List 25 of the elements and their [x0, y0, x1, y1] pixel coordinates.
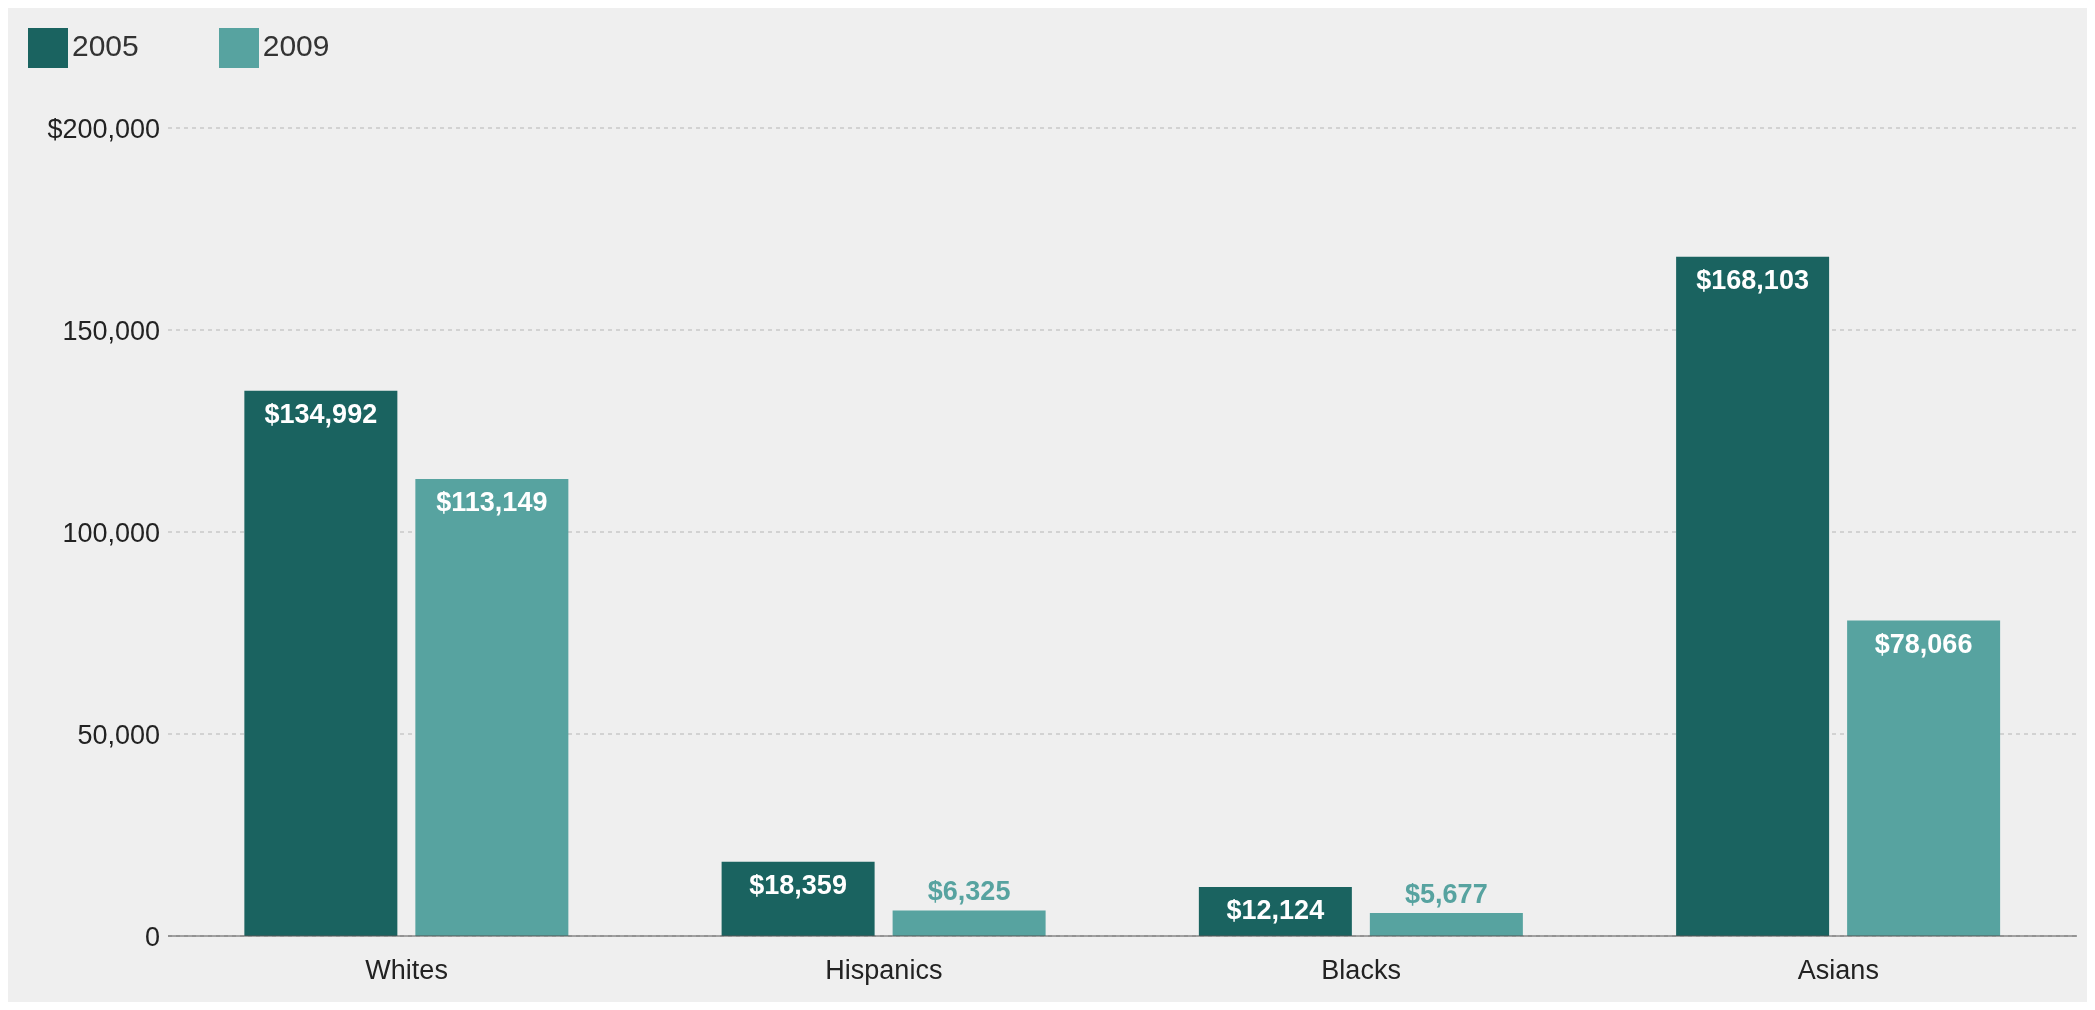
data-label: $113,149	[436, 486, 548, 517]
bar	[244, 390, 398, 936]
bar	[892, 910, 1046, 936]
bar	[1369, 913, 1523, 936]
data-label: $18,359	[749, 869, 847, 900]
bar	[1676, 256, 1830, 936]
x-tick-label: Asians	[1797, 955, 1879, 986]
data-label: $78,066	[1874, 628, 1973, 659]
data-label: $168,103	[1696, 264, 1809, 295]
x-tick-label: Blacks	[1321, 955, 1401, 986]
y-tick-label: $200,000	[47, 113, 160, 144]
data-label: $5,677	[1405, 879, 1488, 910]
x-tick-label: Whites	[365, 955, 448, 986]
y-tick-label: 50,000	[77, 719, 160, 750]
bar	[1847, 620, 2001, 936]
y-tick-label: 100,000	[62, 517, 160, 548]
bar	[415, 478, 569, 936]
legend-label: 2009	[262, 28, 330, 62]
y-tick-label: 0	[144, 921, 160, 952]
y-tick-label: 150,000	[62, 315, 160, 346]
legend-label: 2005	[72, 28, 139, 62]
data-label: $12,124	[1226, 895, 1325, 926]
x-tick-label: Hispanics	[825, 955, 943, 986]
data-label: $134,992	[264, 398, 378, 429]
data-label: $6,325	[927, 876, 1011, 907]
